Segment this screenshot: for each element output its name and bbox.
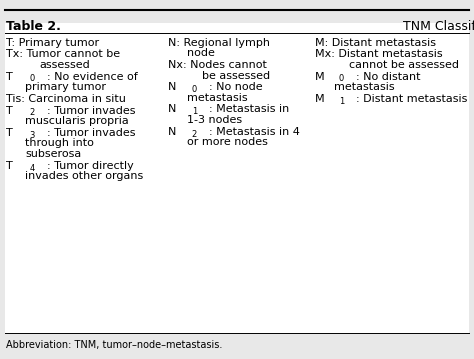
Text: 0: 0 — [192, 85, 197, 94]
Text: primary tumor: primary tumor — [26, 82, 106, 92]
Text: T: Primary tumor: T: Primary tumor — [6, 38, 99, 48]
Text: 2: 2 — [30, 108, 35, 117]
Text: : No distant: : No distant — [356, 72, 421, 81]
Text: : Tumor directly: : Tumor directly — [47, 161, 134, 171]
Text: metastasis: metastasis — [188, 93, 248, 103]
Text: : Tumor invades: : Tumor invades — [47, 106, 136, 116]
Text: or more nodes: or more nodes — [188, 137, 268, 147]
Text: be assessed: be assessed — [201, 70, 270, 80]
Text: 1: 1 — [339, 97, 344, 106]
Text: : No node: : No node — [210, 82, 263, 92]
Text: subserosa: subserosa — [26, 149, 82, 159]
Text: 3: 3 — [30, 131, 35, 140]
Text: : Distant metastasis: : Distant metastasis — [356, 94, 468, 104]
Text: T: T — [6, 106, 13, 116]
Text: Table 2.: Table 2. — [6, 20, 61, 33]
Text: Tx: Tumor cannot be: Tx: Tumor cannot be — [6, 50, 120, 59]
Text: cannot be assessed: cannot be assessed — [348, 60, 458, 70]
Text: 2: 2 — [192, 130, 197, 139]
Text: 0: 0 — [339, 75, 344, 84]
Text: : Tumor invades: : Tumor invades — [47, 128, 136, 138]
Text: Abbreviation: TNM, tumor–node–metastasis.: Abbreviation: TNM, tumor–node–metastasis… — [6, 340, 222, 350]
Text: 1-3 nodes: 1-3 nodes — [188, 115, 243, 125]
Text: M: M — [315, 94, 325, 104]
Text: metastasis: metastasis — [335, 82, 395, 92]
Text: assessed: assessed — [39, 60, 90, 70]
Text: : Metastasis in: : Metastasis in — [210, 104, 290, 115]
Bar — [5, 23, 469, 334]
Text: through into: through into — [26, 139, 94, 148]
Text: Nx: Nodes cannot: Nx: Nodes cannot — [168, 60, 267, 70]
Text: : No evidence of: : No evidence of — [47, 72, 138, 81]
Text: M: Distant metastasis: M: Distant metastasis — [315, 38, 436, 48]
Text: 1: 1 — [192, 107, 197, 116]
Text: 0: 0 — [30, 75, 35, 84]
Text: T: T — [6, 128, 13, 138]
Text: Tis: Carcinoma in situ: Tis: Carcinoma in situ — [6, 94, 126, 104]
Text: T: T — [6, 161, 13, 171]
Text: Mx: Distant metastasis: Mx: Distant metastasis — [315, 50, 443, 59]
Text: node: node — [188, 48, 215, 58]
Text: invades other organs: invades other organs — [26, 171, 144, 181]
Text: M: M — [315, 72, 325, 81]
Text: N: N — [168, 82, 177, 92]
Text: 4: 4 — [30, 164, 35, 173]
Text: TNM Classification of Colorectal Cancer.: TNM Classification of Colorectal Cancer. — [399, 20, 474, 33]
Text: N: N — [168, 127, 177, 137]
Text: N: Regional lymph: N: Regional lymph — [168, 38, 270, 48]
Text: : Metastasis in 4: : Metastasis in 4 — [210, 127, 301, 137]
Text: N: N — [168, 104, 177, 115]
Text: muscularis propria: muscularis propria — [26, 116, 129, 126]
Text: T: T — [6, 72, 13, 81]
